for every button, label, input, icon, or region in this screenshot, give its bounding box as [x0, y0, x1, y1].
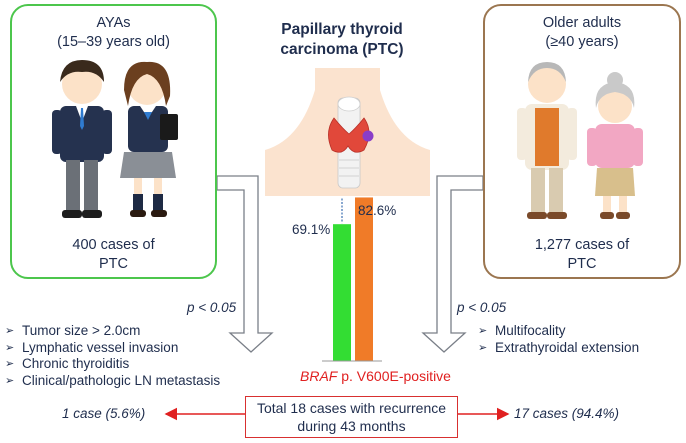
older-adults-panel: Older adults (≥40 years) 1,277 cases of … — [483, 4, 681, 279]
older-flow-arrow — [421, 175, 484, 353]
braf-label: BRAF p. V600E-positive — [300, 368, 451, 384]
recurrence-box: Total 18 cases with recurrence during 43… — [245, 396, 458, 438]
bar-label-older: 82.6% — [358, 203, 397, 218]
bar-older — [355, 197, 373, 361]
list-item: Clinical/pathologic LN metastasis — [5, 373, 220, 390]
braf-bar-chart — [322, 197, 382, 362]
recurrence-line1: Total 18 cases with recurrence — [256, 400, 447, 416]
bar-label-aya: 69.1% — [292, 222, 331, 237]
aya-case-type: PTC — [99, 256, 128, 272]
older-recurrence: 17 cases (94.4%) — [514, 406, 620, 421]
bar-aya — [333, 224, 351, 361]
older-title: Older adults — [542, 15, 622, 31]
list-item: Multifocality — [478, 323, 639, 340]
aya-recurrence: 1 case (5.6%) — [62, 406, 146, 421]
aya-flow-arrow — [216, 175, 274, 353]
list-item: Chronic thyroiditis — [5, 356, 220, 373]
older-adults-illustration — [517, 62, 643, 219]
aya-feature-list: Tumor size > 2.0cm Lymphatic vessel inva… — [5, 323, 220, 389]
list-item: Lymphatic vessel invasion — [5, 340, 220, 357]
braf-variant: p. V600E-positive — [337, 368, 451, 384]
aya-age-range: (15–39 years old) — [57, 34, 170, 50]
older-feature-list: Multifocality Extrathyroidal extension — [478, 323, 639, 356]
list-item: Tumor size > 2.0cm — [5, 323, 220, 340]
recurrence-line2: during 43 months — [297, 418, 406, 434]
list-item: Extrathyroidal extension — [478, 340, 639, 357]
older-age-range: (≥40 years) — [545, 34, 619, 50]
students-illustration — [52, 60, 178, 218]
aya-panel: AYAs (15–39 years old) 400 cases of PTC — [10, 4, 217, 279]
diagram-title: Papillary thyroid carcinoma (PTC) — [280, 21, 404, 58]
thyroid-neck-illustration — [265, 68, 430, 196]
aya-title: AYAs — [96, 15, 131, 31]
older-case-count: 1,277 cases of — [534, 237, 630, 253]
aya-case-count: 400 cases of — [72, 237, 155, 253]
older-case-type: PTC — [567, 256, 597, 272]
aya-p-value: p < 0.05 — [187, 300, 237, 315]
braf-gene: BRAF — [300, 368, 338, 384]
older-p-value: p < 0.05 — [457, 300, 507, 315]
